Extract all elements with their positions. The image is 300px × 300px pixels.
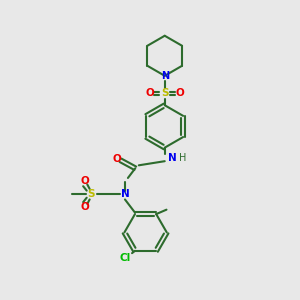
Text: O: O [81,202,90,212]
Text: O: O [176,88,184,98]
Text: S: S [161,88,169,98]
Text: H: H [179,153,187,163]
Text: O: O [145,88,154,98]
Text: N: N [121,189,129,199]
Text: O: O [112,154,122,164]
Text: Cl: Cl [119,253,130,263]
Text: O: O [81,176,90,186]
Text: N: N [168,153,177,163]
Text: S: S [87,189,95,199]
Text: N: N [161,71,169,81]
